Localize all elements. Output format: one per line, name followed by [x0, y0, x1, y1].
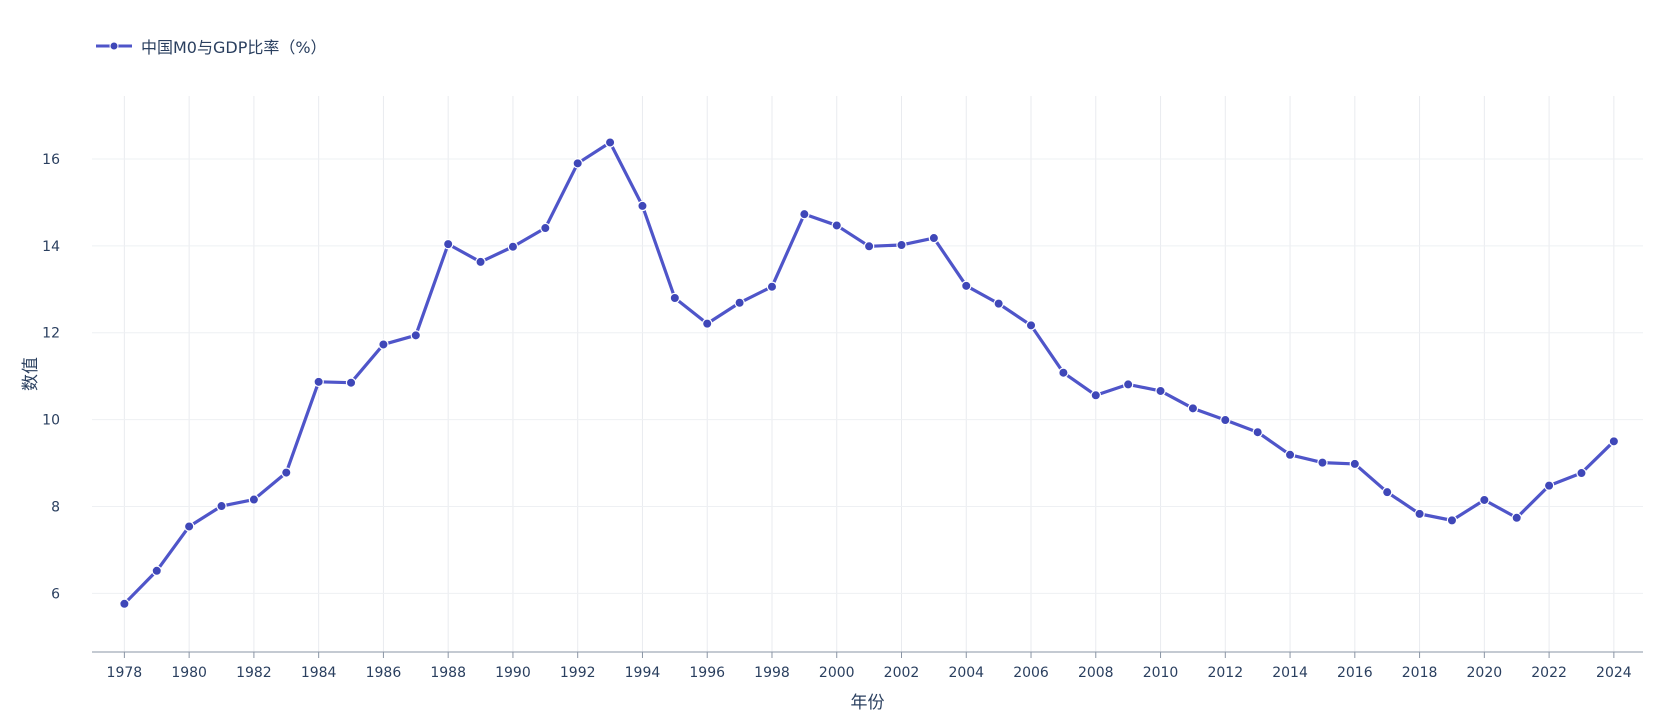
data-point[interactable]	[896, 239, 907, 251]
legend-series-label: 中国M0与GDP比率（%）	[141, 38, 327, 57]
data-point[interactable]	[378, 339, 389, 350]
legend[interactable]: 中国M0与GDP比率（%）	[95, 34, 327, 58]
series-line	[122, 140, 1616, 606]
x-tick-label: 1990	[495, 665, 531, 681]
data-point[interactable]	[1381, 486, 1393, 498]
x-tick-label: 1978	[107, 665, 143, 681]
y-tick-label: 16	[42, 152, 60, 168]
data-point[interactable]	[1252, 427, 1263, 438]
data-point[interactable]	[1511, 512, 1522, 523]
data-point[interactable]	[442, 238, 454, 250]
x-tick-label: 2004	[948, 665, 984, 681]
x-axis-title: 年份	[851, 693, 885, 713]
x-tick-label: 1996	[689, 665, 725, 681]
x-tick-label: 1998	[754, 665, 790, 681]
x-tick-label: 2014	[1272, 665, 1308, 681]
data-point[interactable]	[669, 292, 681, 304]
x-tick-label: 1992	[560, 665, 596, 681]
data-point[interactable]	[766, 281, 778, 292]
y-tick-label: 10	[42, 413, 60, 429]
y-tick-label: 14	[42, 239, 60, 255]
axes	[92, 651, 1643, 658]
data-point[interactable]	[604, 137, 616, 148]
y-tick-label: 12	[42, 326, 60, 342]
data-point[interactable]	[993, 298, 1004, 309]
data-point[interactable]	[799, 208, 810, 220]
data-point[interactable]	[1090, 390, 1101, 401]
data-point[interactable]	[345, 377, 357, 388]
data-point[interactable]	[1543, 480, 1555, 491]
x-tick-label: 2008	[1078, 665, 1114, 681]
series-layer	[119, 137, 1620, 609]
x-tick-label: 1982	[236, 665, 272, 681]
x-tick-label: 2002	[884, 665, 920, 681]
x-tick-label: 1980	[171, 665, 207, 681]
x-tick-label: 2018	[1402, 665, 1438, 681]
data-point[interactable]	[1414, 508, 1425, 520]
x-tick-label: 2020	[1467, 665, 1503, 681]
data-point[interactable]	[1349, 458, 1361, 470]
x-tick-label: 1986	[366, 665, 402, 681]
x-tick-label: 2000	[819, 665, 855, 681]
data-point[interactable]	[702, 318, 713, 329]
legend-line-marker-icon	[96, 41, 132, 51]
data-point[interactable]	[475, 256, 486, 268]
data-point[interactable]	[216, 500, 227, 512]
data-point[interactable]	[1025, 320, 1037, 331]
tick-labels: 1978 1980 1982 1984 1986 1988 1990 1992 1994 1996…	[42, 152, 1632, 681]
data-point[interactable]	[151, 565, 162, 576]
x-tick-label: 1994	[625, 665, 661, 681]
data-point[interactable]	[119, 598, 130, 609]
data-point[interactable]	[281, 467, 292, 478]
data-point[interactable]	[1220, 414, 1231, 426]
data-point[interactable]	[1058, 367, 1069, 378]
data-point[interactable]	[1576, 467, 1587, 479]
data-point[interactable]	[1187, 403, 1199, 414]
x-tick-label: 2012	[1207, 665, 1243, 681]
data-point[interactable]	[1446, 515, 1458, 526]
data-point[interactable]	[928, 232, 940, 244]
data-point[interactable]	[540, 222, 551, 234]
y-axis-title: 数值	[21, 357, 41, 391]
data-point[interactable]	[863, 241, 875, 252]
x-tick-label: 1984	[301, 665, 337, 681]
x-tick-label: 2006	[1013, 665, 1049, 681]
data-point[interactable]	[1122, 379, 1134, 390]
x-tick-label: 1988	[430, 665, 466, 681]
data-point[interactable]	[248, 494, 260, 505]
data-point[interactable]	[1608, 436, 1620, 447]
x-tick-label: 2022	[1531, 665, 1567, 681]
data-point[interactable]	[1317, 457, 1328, 468]
y-tick-label: 8	[51, 499, 60, 515]
data-point[interactable]	[1479, 494, 1490, 506]
data-point[interactable]	[1155, 385, 1166, 397]
gridlines	[92, 96, 1643, 652]
data-point[interactable]	[572, 158, 583, 169]
x-tick-label: 2016	[1337, 665, 1373, 681]
data-point[interactable]	[961, 280, 972, 292]
data-point[interactable]	[637, 200, 648, 212]
y-tick-label: 6	[51, 586, 60, 602]
data-point[interactable]	[831, 220, 842, 231]
data-point[interactable]	[734, 297, 745, 308]
data-point[interactable]	[410, 330, 421, 341]
data-point[interactable]	[313, 376, 324, 388]
data-point[interactable]	[1284, 449, 1296, 460]
x-tick-label: 2024	[1596, 665, 1632, 681]
data-point[interactable]	[507, 241, 519, 252]
x-tick-label: 2010	[1143, 665, 1179, 681]
data-point[interactable]	[183, 521, 195, 532]
